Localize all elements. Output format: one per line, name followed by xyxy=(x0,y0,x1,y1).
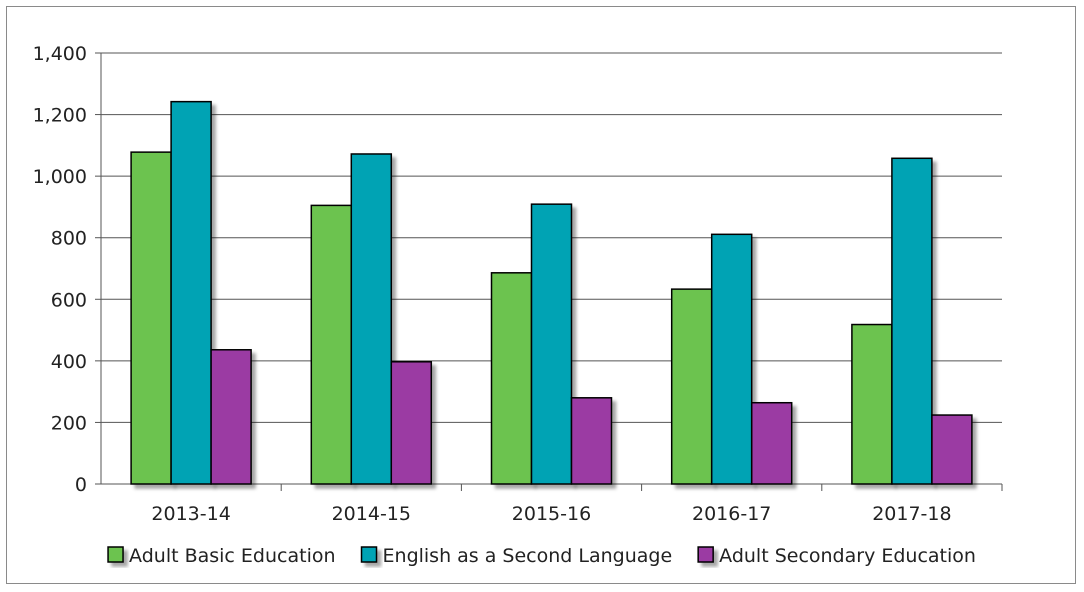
legend-label: Adult Secondary Education xyxy=(719,545,976,567)
bar xyxy=(390,361,433,485)
y-tick-label: 600 xyxy=(51,289,87,311)
y-tick-label: 0 xyxy=(75,474,87,496)
x-tick-label: 2017-18 xyxy=(872,503,951,525)
bar xyxy=(170,100,212,485)
y-tick-label: 1,000 xyxy=(33,166,87,188)
bars xyxy=(130,100,973,485)
bar xyxy=(490,272,533,485)
bar xyxy=(310,204,353,485)
y-tick-label: 800 xyxy=(51,228,87,250)
x-tick-label: 2015-16 xyxy=(512,503,591,525)
chart-frame: 0 200 400 600 800 1,000 1,200 1,400 2013-14 2014-… xyxy=(6,6,1076,584)
bar xyxy=(750,401,793,485)
bar xyxy=(530,203,573,485)
legend-label: English as a Second Language xyxy=(383,545,673,567)
bar xyxy=(710,233,753,485)
bar-chart: 0 200 400 600 800 1,000 1,200 1,400 2013-14 2014-… xyxy=(33,43,1003,567)
tick-labels: 0 200 400 600 800 1,000 1,200 1,400 2013-14 2014-… xyxy=(33,43,952,525)
x-tick-label: 2016-17 xyxy=(692,503,771,525)
y-tick-label: 200 xyxy=(51,412,87,434)
bar xyxy=(891,157,933,485)
x-tick-label: 2013-14 xyxy=(151,503,230,525)
bar xyxy=(570,397,613,485)
legend-label: Adult Basic Education xyxy=(129,545,335,567)
bar xyxy=(130,151,172,485)
bar xyxy=(670,288,713,485)
legend-swatch xyxy=(360,546,378,563)
bar xyxy=(931,414,973,485)
legend-swatch xyxy=(107,546,124,563)
y-tick-label: 1,200 xyxy=(33,105,87,127)
bar xyxy=(350,153,393,485)
y-tick-label: 1,400 xyxy=(33,43,87,65)
legend: Adult Basic Education English as a Second… xyxy=(107,545,976,567)
y-tick-label: 400 xyxy=(51,351,87,373)
x-tick-label: 2014-15 xyxy=(332,503,411,525)
legend-swatch xyxy=(697,546,714,563)
bar xyxy=(851,323,893,485)
bar xyxy=(210,349,252,485)
